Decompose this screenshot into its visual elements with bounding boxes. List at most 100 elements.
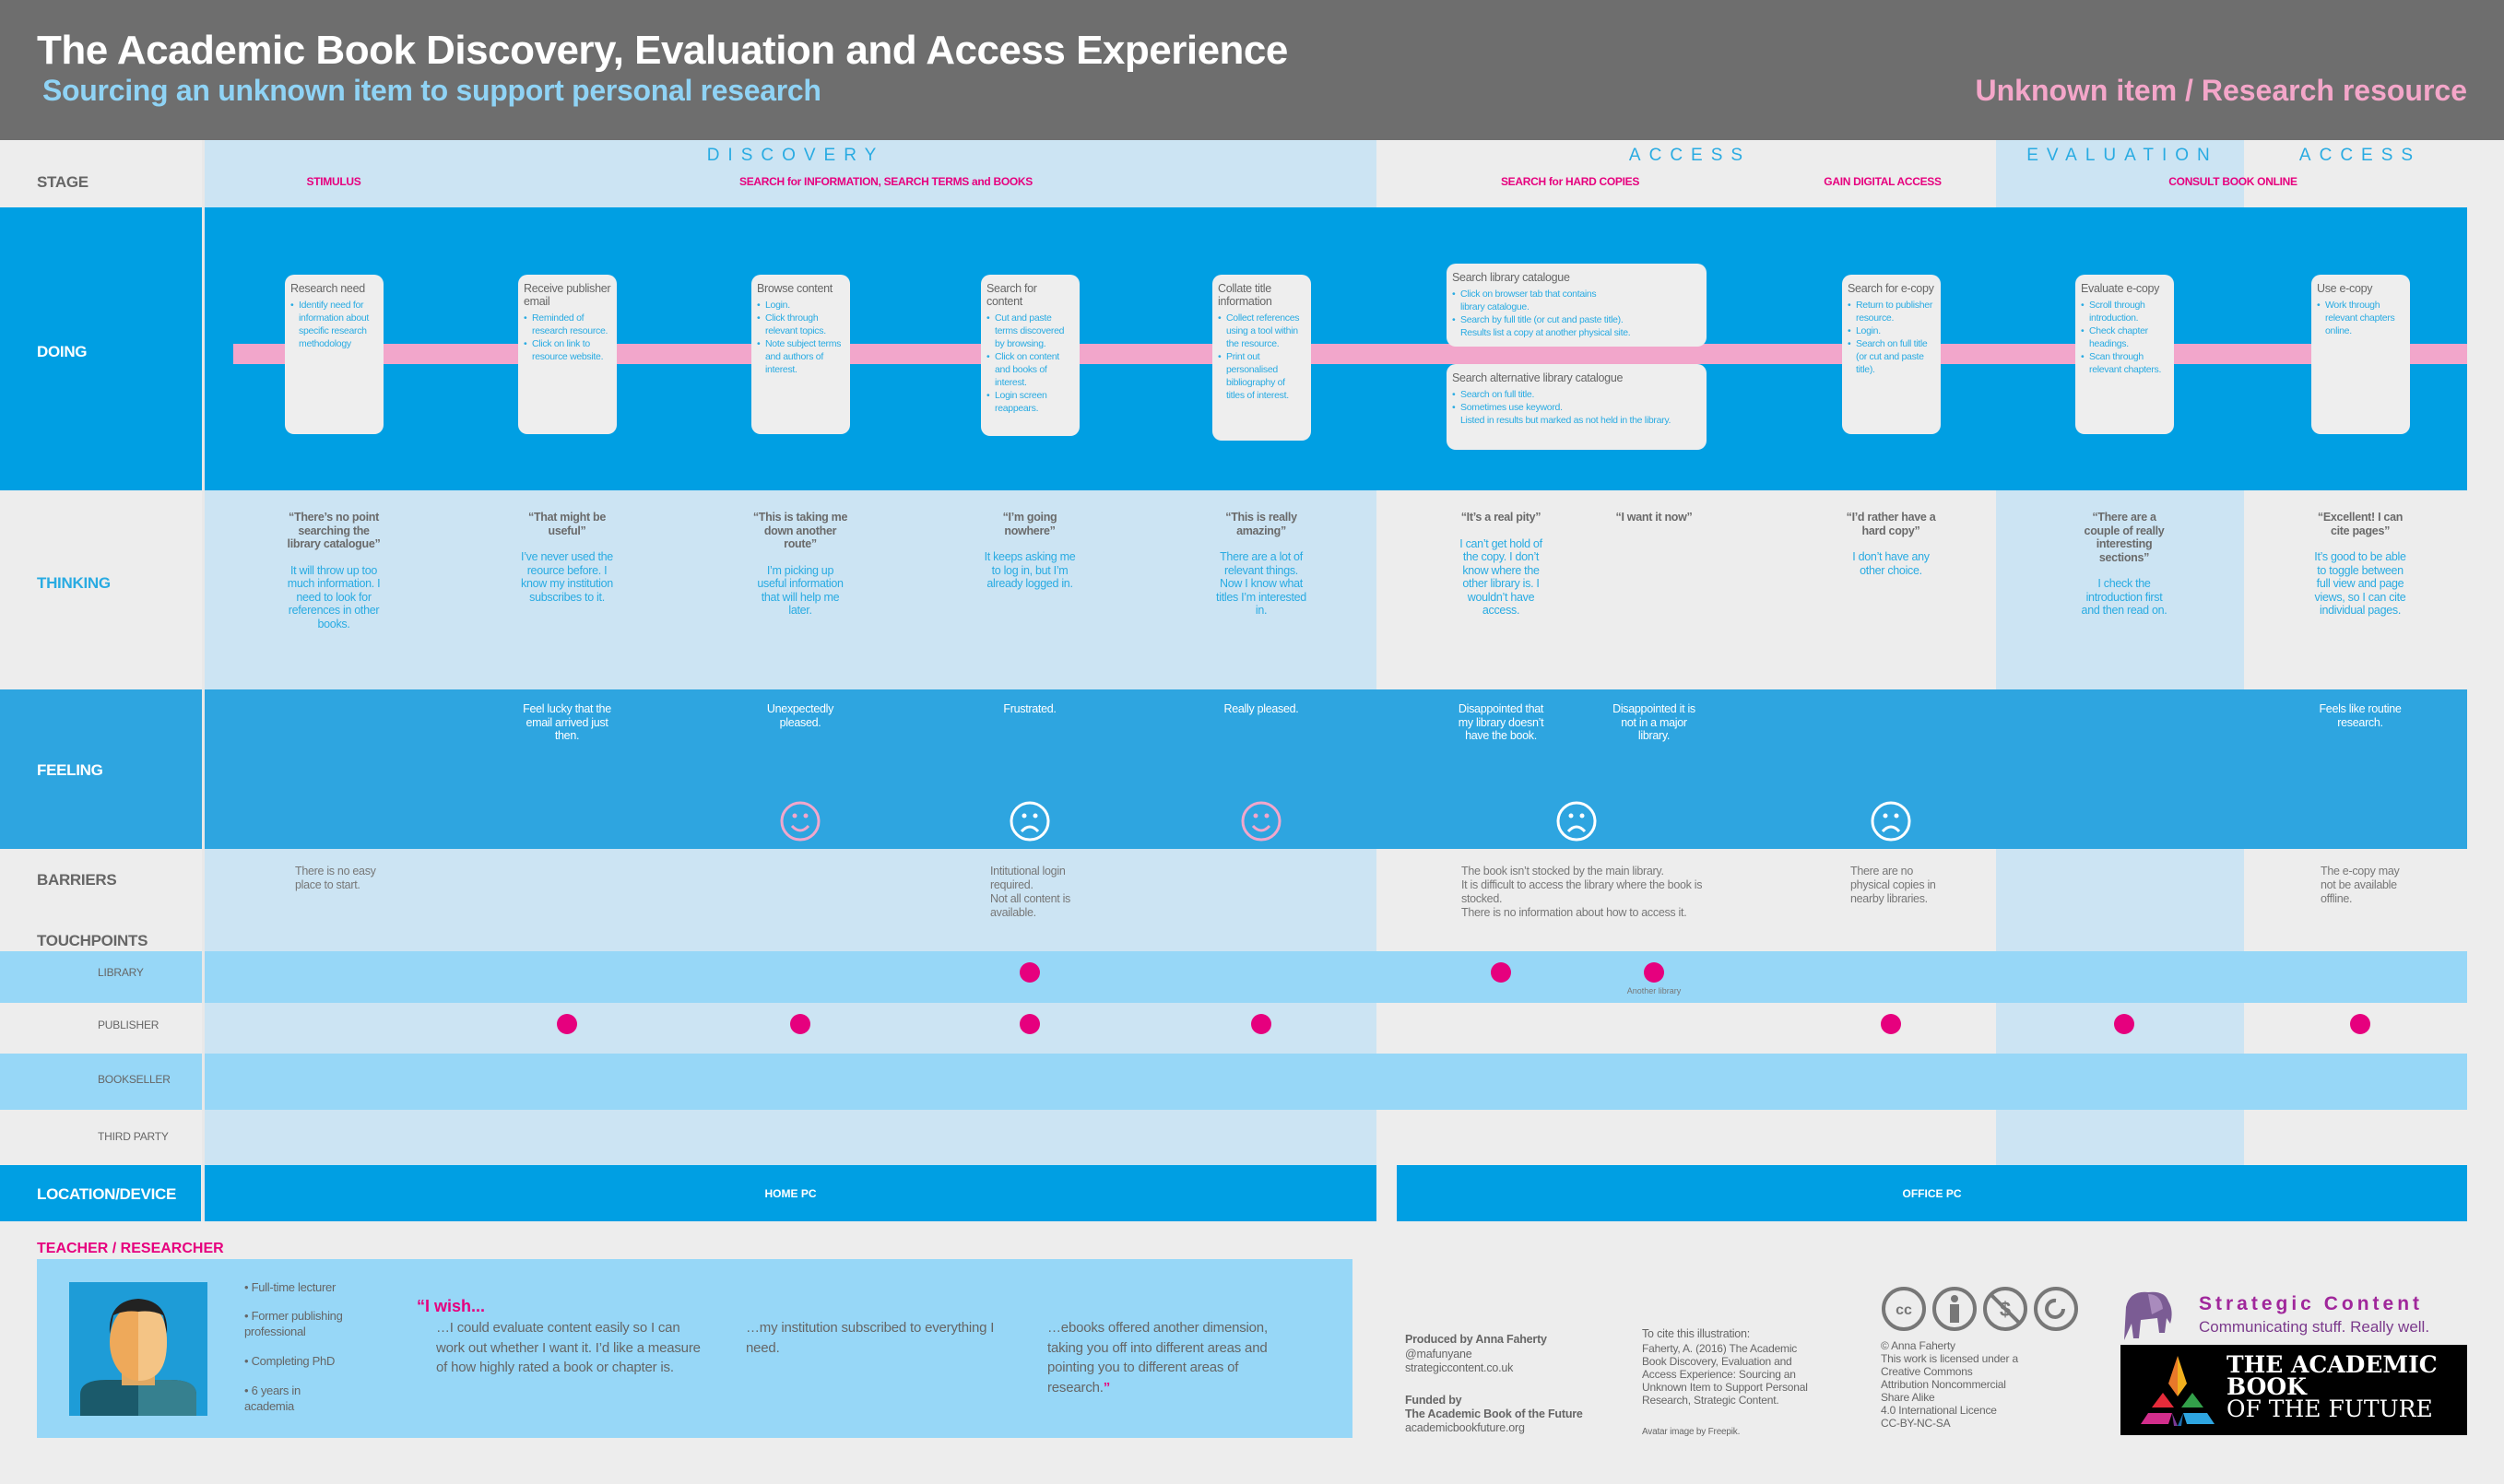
doing-card-title: Research need bbox=[290, 282, 365, 295]
feeling-text: Disappointed it is not in a major librar… bbox=[1612, 702, 1695, 742]
label-cell-thinking bbox=[0, 490, 201, 689]
label-cell-publisher bbox=[0, 1003, 201, 1054]
thinking-item: “I’d rather have a hard copy” I don’t hav… bbox=[1843, 511, 1939, 577]
doing-card-bullet: Print out personalised bibliography of t… bbox=[1218, 350, 1305, 402]
doing-card-title: Use e-copy bbox=[2317, 282, 2373, 295]
phase-title-access: ACCESS bbox=[1628, 146, 1752, 165]
avatar-credit: Avatar image by Freepik. bbox=[1642, 1427, 1741, 1437]
producer-contacts: @mafunyane strategiccontent.co.uk bbox=[1405, 1348, 1514, 1374]
thinking-quote: “There are a couple of really interestin… bbox=[2084, 511, 2165, 564]
license-text: © Anna Faherty This work is licensed und… bbox=[1881, 1339, 2018, 1430]
persona-panel bbox=[37, 1259, 1352, 1438]
doing-card-bullet: Search on full title. bbox=[1452, 388, 1701, 401]
touchpoint-dot bbox=[1491, 962, 1511, 983]
doing-card-bullets: Identify need for information about spec… bbox=[290, 299, 378, 350]
thinking-item: “I’m going nowhere” It keeps asking me to… bbox=[982, 511, 1078, 591]
produced-by: Produced by Anna Faherty bbox=[1405, 1333, 1547, 1346]
touchpoint-dot bbox=[2350, 1014, 2370, 1034]
doing-card: Search library catalogue Click on browser… bbox=[1447, 264, 1707, 347]
touchpoint-label-library: LIBRARY bbox=[98, 966, 144, 979]
touchpoint-label-bookseller: BOOKSELLER bbox=[98, 1073, 171, 1086]
doing-card-title: Search library catalogue bbox=[1452, 271, 1570, 284]
thinking-item: “This is taking me down another route” I’… bbox=[752, 511, 848, 618]
doing-card-title: Search for e-copy bbox=[1848, 282, 1934, 295]
stage-search-hard-copies: SEARCH for HARD COPIES bbox=[1500, 175, 1640, 188]
row-label-feeling: FEELING bbox=[37, 761, 103, 779]
thinking-text: There are a lot of relevant things. Now … bbox=[1216, 550, 1306, 617]
happy-face-icon bbox=[779, 800, 821, 842]
doing-card-title: Search for content bbox=[986, 282, 1037, 308]
thinking-item: “It’s a real pity” I can’t get hold of th… bbox=[1453, 511, 1549, 618]
close-quote: ” bbox=[1103, 1379, 1111, 1396]
abf-logo-text: THE ACADEMIC BOOK OF THE FUTURE bbox=[2226, 1351, 2438, 1422]
wish-quote: …I could evaluate content easily so I ca… bbox=[436, 1320, 701, 1375]
by-icon bbox=[1932, 1287, 1977, 1331]
feeling-text: Feel lucky that the email arrived just t… bbox=[523, 702, 611, 742]
feeling-text: Feels like routine research. bbox=[2319, 702, 2402, 729]
doing-card-bullets: Return to publisher resource.Login.Searc… bbox=[1848, 299, 1935, 376]
doing-card-bullets: Reminded of research resource.Click on l… bbox=[524, 312, 611, 363]
funder-url[interactable]: academicbookfuture.org bbox=[1405, 1421, 1525, 1434]
elephant-logo-icon bbox=[2124, 1291, 2172, 1340]
persona-label: TEACHER / RESEARCHER bbox=[37, 1241, 224, 1256]
persona-fact: • Former publishing professional bbox=[244, 1309, 343, 1338]
doing-card-bullets: Search on full title.Sometimes use keywo… bbox=[1452, 388, 1701, 427]
doing-card-title: Browse content bbox=[757, 282, 833, 295]
avatar-icon bbox=[69, 1282, 207, 1416]
doing-card-bullets: Scroll through introduction.Check chapte… bbox=[2081, 299, 2168, 376]
row-label-stage: STAGE bbox=[37, 173, 89, 191]
thinking-text: I don’t have any other choice. bbox=[1852, 550, 1930, 577]
doing-card-bullet: Click on content and books of interest. bbox=[986, 350, 1074, 389]
thinking-quote: “There’s no point searching the library … bbox=[287, 511, 381, 550]
header-banner: The Academic Book Discovery, Evaluation … bbox=[0, 0, 2504, 140]
doing-card-bullets: Click on browser tab that contains libra… bbox=[1452, 288, 1701, 339]
barrier-text: There are no physical copies in nearby l… bbox=[1850, 865, 1936, 905]
touchpoint-dot bbox=[1644, 962, 1664, 983]
barrier-text: Intitutional login required. Not all con… bbox=[990, 865, 1071, 919]
stage-search-information: SEARCH for INFORMATION, SEARCH TERMS and… bbox=[739, 175, 1033, 188]
label-cell-stage bbox=[0, 140, 201, 207]
location-home-pc: HOME PC bbox=[205, 1165, 1376, 1221]
thinking-quote: “I’m going nowhere” bbox=[1002, 511, 1057, 537]
thinking-text: I’m picking up useful information that w… bbox=[757, 563, 844, 618]
thinking-text: It will throw up too much information. I… bbox=[287, 563, 381, 630]
thinking-quote: “This is taking me down another route” bbox=[752, 511, 848, 550]
thinking-item: “Excellent! I can cite pages” It’s good t… bbox=[2312, 511, 2408, 618]
doing-card: Collate title information Collect referen… bbox=[1212, 275, 1311, 441]
thinking-quote: “This is really amazing” bbox=[1225, 511, 1297, 537]
touchpoint-label-publisher: PUBLISHER bbox=[98, 1019, 159, 1031]
bookseller-row bbox=[0, 1054, 2467, 1110]
doing-card-title: Evaluate e-copy bbox=[2081, 282, 2160, 295]
strategic-content-tagline: Communicating stuff. Really well. bbox=[2199, 1318, 2430, 1336]
doing-card-bullets: Collect references using a tool within t… bbox=[1218, 312, 1305, 402]
doing-card-bullet: Work through relevant chapters online. bbox=[2317, 299, 2404, 337]
row-label-location: LOCATION/DEVICE bbox=[37, 1185, 177, 1203]
wish-quote: …my institution subscribed to everything… bbox=[746, 1320, 995, 1356]
doing-card-title: Search alternative library catalogue bbox=[1452, 371, 1624, 384]
sad-face-icon bbox=[1009, 800, 1051, 842]
wish-intro: “I wish... bbox=[417, 1297, 486, 1315]
funded-by: Funded by The Academic Book of the Futur… bbox=[1405, 1394, 1583, 1420]
doing-card-bullet: Scroll through introduction. bbox=[2081, 299, 2168, 324]
doing-card-bullet: Check chapter headings. bbox=[2081, 324, 2168, 350]
page-subtitle: Sourcing an unknown item to support pers… bbox=[42, 74, 821, 107]
thinking-text: I’ve never used the reource before. I kn… bbox=[521, 550, 613, 604]
touchpoint-dot bbox=[790, 1014, 810, 1034]
thinking-quote: “I’d rather have a hard copy” bbox=[1846, 511, 1936, 537]
doing-card: Receive publisher email Reminded of resea… bbox=[518, 275, 617, 434]
feeling-text: Really pleased. bbox=[1223, 702, 1299, 715]
creative-commons-icons: cc $ bbox=[1882, 1287, 2078, 1331]
library-row bbox=[0, 951, 2467, 1003]
cite-intro: To cite this illustration: bbox=[1642, 1327, 1751, 1340]
happy-face-icon bbox=[1240, 800, 1282, 842]
feeling-text: Disappointed that my library doesn’t hav… bbox=[1458, 702, 1544, 742]
persona-fact: • Full-time lecturer bbox=[244, 1280, 336, 1294]
label-cell-location bbox=[0, 1165, 201, 1221]
doing-card-title: Collate title information bbox=[1218, 282, 1272, 308]
nc-icon bbox=[1983, 1287, 2027, 1331]
label-cell-third-party bbox=[0, 1110, 201, 1165]
touchpoint-dot bbox=[1881, 1014, 1901, 1034]
touchpoint-note: Another library bbox=[1626, 986, 1682, 995]
column-divider bbox=[202, 140, 205, 1221]
touchpoint-label-third-party: THIRD PARTY bbox=[98, 1130, 169, 1143]
